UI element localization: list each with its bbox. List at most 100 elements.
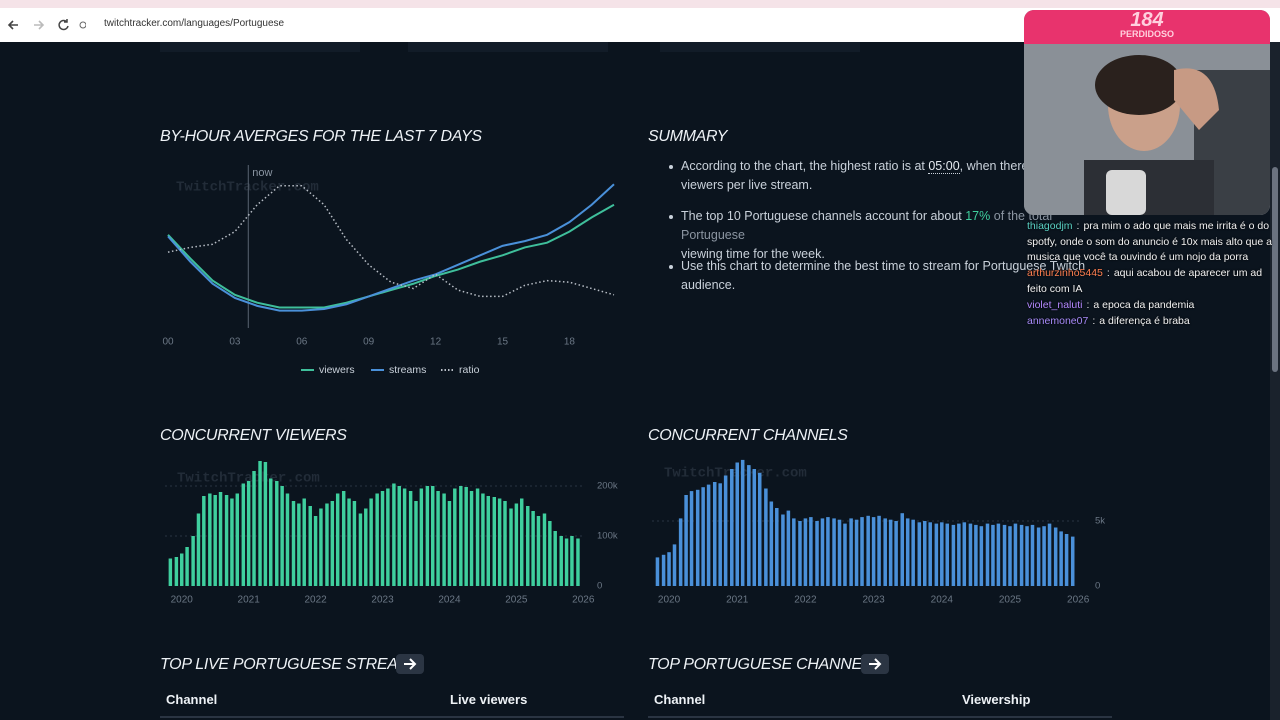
bar bbox=[280, 486, 284, 586]
bar bbox=[570, 536, 574, 586]
bar bbox=[962, 522, 967, 586]
bullet-text: Use this chart to determine the best tim… bbox=[681, 259, 1086, 273]
bar bbox=[730, 469, 734, 586]
bullet-highlight: 17% bbox=[965, 209, 991, 223]
bar bbox=[723, 475, 728, 586]
y-tick-label: 5k bbox=[1095, 516, 1105, 527]
bar bbox=[297, 503, 301, 586]
summary-bullet: Use this chart to determine the best tim… bbox=[669, 257, 1111, 295]
bar bbox=[430, 486, 435, 586]
bar bbox=[380, 491, 385, 586]
x-tick-label: 2025 bbox=[999, 595, 1022, 606]
bar bbox=[837, 519, 842, 586]
chat-message: arthurzinho5445: aqui acabou de aparecer … bbox=[1027, 266, 1273, 297]
chat-user[interactable]: annemone07 bbox=[1027, 315, 1089, 328]
bar bbox=[386, 488, 390, 586]
bar bbox=[684, 495, 688, 586]
chat-separator: : bbox=[1076, 220, 1080, 232]
bar bbox=[208, 493, 212, 586]
bar bbox=[974, 524, 978, 586]
reload-button[interactable] bbox=[58, 19, 69, 31]
back-button[interactable] bbox=[7, 20, 18, 30]
bar bbox=[775, 508, 779, 586]
bar bbox=[352, 501, 357, 586]
x-tick-label: 15 bbox=[497, 337, 509, 348]
column-header: Channel bbox=[166, 692, 218, 707]
site-icon bbox=[79, 21, 86, 29]
bar bbox=[1036, 527, 1041, 586]
chat-user[interactable]: arthurzinho5445 bbox=[1027, 267, 1103, 280]
legend-label: ratio bbox=[459, 364, 480, 376]
bar bbox=[553, 531, 557, 586]
bar bbox=[414, 501, 418, 586]
bar bbox=[917, 522, 922, 586]
bar bbox=[1030, 524, 1035, 586]
x-tick-label: 2026 bbox=[572, 595, 595, 606]
bar bbox=[536, 516, 541, 586]
bar bbox=[1064, 534, 1069, 586]
bar bbox=[1013, 523, 1018, 586]
chart-title: BY-HOUR AVERGES FOR THE LAST 7 DAYS bbox=[160, 128, 482, 145]
bar bbox=[695, 489, 700, 586]
chart-title: CONCURRENT VIEWERS bbox=[160, 427, 347, 444]
bar bbox=[497, 498, 502, 586]
bar bbox=[191, 536, 195, 586]
bar bbox=[1059, 531, 1063, 586]
nav-icons bbox=[7, 19, 86, 31]
x-tick-label: 2026 bbox=[1067, 595, 1090, 606]
x-tick-label: 2023 bbox=[862, 595, 885, 606]
bar bbox=[375, 493, 379, 586]
bar bbox=[168, 558, 173, 586]
bullet-dot bbox=[669, 265, 673, 269]
bar bbox=[218, 492, 223, 586]
arrow-button[interactable] bbox=[396, 654, 424, 674]
webcam: 184 PERDIDOSO bbox=[1024, 10, 1270, 215]
chat-user[interactable]: thiagodjm bbox=[1027, 220, 1073, 232]
chat-text: a diferença é braba bbox=[1099, 315, 1190, 328]
bullet-highlight: 05:00 bbox=[928, 159, 960, 174]
bar bbox=[325, 503, 329, 586]
bar bbox=[174, 557, 179, 586]
bar bbox=[968, 523, 973, 586]
url[interactable]: twitchtracker.com/languages/Portuguese bbox=[104, 18, 285, 29]
bar bbox=[945, 523, 950, 586]
bullet-text: According to the chart, the highest rati… bbox=[681, 159, 929, 173]
bar bbox=[1019, 524, 1024, 586]
bar bbox=[752, 469, 757, 586]
x-tick-label: 2020 bbox=[658, 595, 681, 606]
chat-user[interactable]: violet_naluti bbox=[1027, 298, 1083, 311]
bar bbox=[364, 508, 368, 586]
bar bbox=[843, 523, 847, 586]
column-header: Viewership bbox=[962, 692, 1031, 707]
bar bbox=[809, 517, 813, 586]
sub-count: 184 bbox=[1130, 10, 1164, 31]
line bbox=[167, 183, 615, 312]
arrow-button[interactable] bbox=[861, 654, 889, 674]
webcam-image bbox=[1024, 10, 1270, 215]
bar bbox=[447, 501, 452, 586]
forward-button[interactable] bbox=[34, 20, 45, 30]
bar bbox=[308, 506, 312, 586]
x-tick-label: 2020 bbox=[171, 595, 194, 606]
bar bbox=[764, 488, 768, 586]
bar bbox=[514, 503, 519, 586]
bar bbox=[302, 498, 306, 586]
bar bbox=[258, 461, 262, 586]
bar bbox=[661, 554, 666, 586]
bar bbox=[1070, 536, 1075, 586]
bar bbox=[672, 544, 677, 586]
scrollbar[interactable] bbox=[1270, 42, 1280, 720]
bar bbox=[369, 498, 373, 586]
bar bbox=[769, 501, 774, 586]
bar bbox=[820, 518, 825, 586]
x-tick-label: 2024 bbox=[931, 595, 954, 606]
bar bbox=[459, 486, 463, 586]
panel bbox=[160, 42, 360, 52]
bar bbox=[486, 496, 490, 586]
bar bbox=[905, 518, 910, 586]
bar bbox=[469, 491, 474, 586]
bar bbox=[888, 519, 893, 586]
line bbox=[167, 203, 615, 309]
